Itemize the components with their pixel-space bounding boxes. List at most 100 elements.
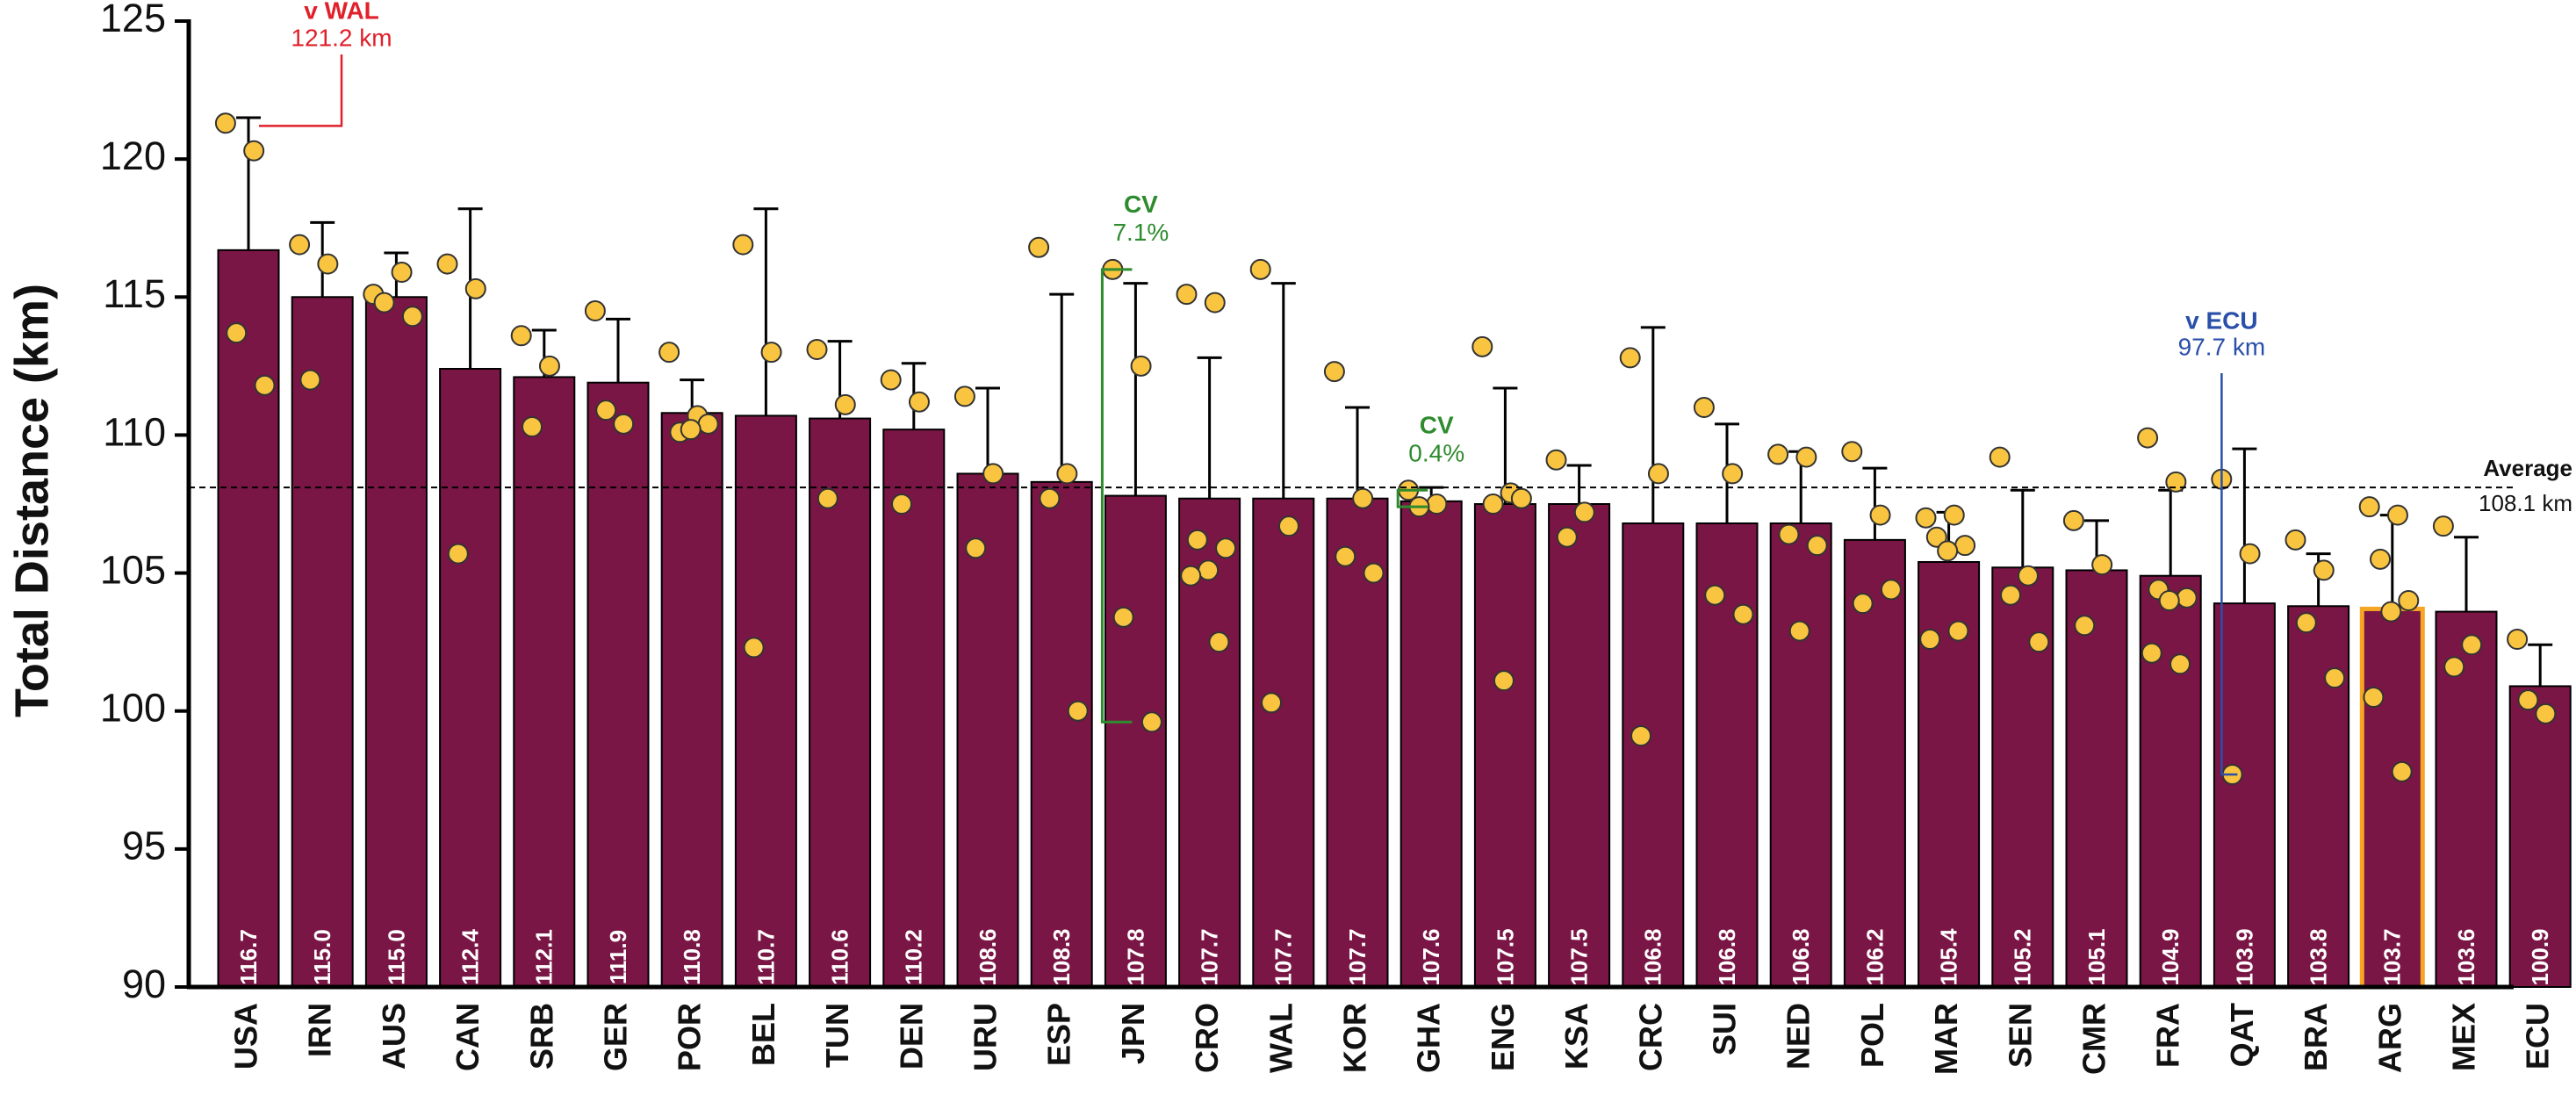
- data-point: [1208, 631, 1230, 653]
- data-point: [1947, 620, 1969, 642]
- data-point: [464, 277, 486, 299]
- data-point: [1722, 463, 1744, 485]
- data-point: [254, 374, 276, 396]
- value-label: 110.2: [901, 929, 927, 985]
- data-point: [226, 322, 248, 344]
- data-point: [2158, 590, 2180, 611]
- data-point: [1180, 565, 1202, 587]
- data-point: [214, 112, 236, 134]
- data-point: [1112, 606, 1134, 628]
- data-point: [1028, 236, 1050, 258]
- x-tick-label: ENG: [1485, 1003, 1521, 1071]
- y-tick-label: 100: [100, 686, 166, 731]
- data-point: [1630, 725, 1652, 746]
- y-tick-label: 115: [103, 271, 166, 316]
- y-tick-label: 125: [100, 0, 166, 40]
- data-point: [965, 537, 987, 559]
- x-tick-label: POL: [1854, 1003, 1890, 1068]
- x-tick-label: ESP: [1041, 1003, 1077, 1066]
- data-point: [2507, 629, 2529, 650]
- data-point: [2028, 631, 2050, 653]
- data-point: [1493, 670, 1515, 692]
- data-point: [1215, 537, 1237, 559]
- value-label: 103.9: [2231, 928, 2257, 985]
- annotation-line: [2220, 373, 2238, 776]
- data-point: [1510, 487, 1532, 509]
- value-label: 108.3: [1048, 928, 1075, 985]
- data-point: [1704, 584, 1726, 606]
- data-point: [1556, 526, 1578, 548]
- data-point: [613, 413, 635, 435]
- x-tick-label: MAR: [1928, 1003, 1964, 1075]
- data-point: [510, 325, 532, 347]
- data-point: [2176, 587, 2198, 609]
- data-point: [1943, 504, 1965, 526]
- bar: [1843, 538, 1906, 988]
- x-tick-label: POR: [672, 1003, 708, 1071]
- bar: [1548, 503, 1611, 988]
- bar: [1400, 500, 1463, 988]
- data-point: [1795, 446, 1817, 468]
- data-point: [2432, 515, 2454, 537]
- data-point: [401, 306, 423, 328]
- value-label: 106.8: [1640, 928, 1666, 985]
- data-point: [1788, 620, 1810, 642]
- x-tick-label: QAT: [2224, 1003, 2260, 1067]
- data-point: [1186, 529, 1208, 551]
- value-label: 103.6: [2453, 928, 2479, 985]
- data-point: [2141, 642, 2162, 664]
- x-tick-label: URU: [968, 1003, 1004, 1071]
- data-point: [1176, 284, 1198, 306]
- bar: [513, 376, 576, 988]
- data-point: [1039, 487, 1061, 509]
- value-label: 107.7: [1196, 928, 1222, 985]
- data-point: [880, 369, 902, 391]
- x-tick-label: KOR: [1337, 1003, 1373, 1073]
- data-point: [243, 140, 265, 162]
- data-point: [289, 234, 311, 256]
- value-label: 103.7: [2379, 928, 2406, 985]
- annotation-label: 121.2 km: [291, 24, 392, 51]
- bar: [1991, 566, 2054, 988]
- x-tick-label: USA: [228, 1003, 264, 1070]
- bar: [1104, 494, 1167, 988]
- data-point: [2380, 601, 2402, 623]
- data-point: [1989, 446, 2011, 468]
- x-tick-label: CRO: [1189, 1003, 1225, 1073]
- y-tick-label: 110: [103, 409, 166, 454]
- data-point: [373, 292, 395, 313]
- annotation-title: CV: [1124, 191, 1158, 218]
- value-label: 110.7: [752, 929, 779, 985]
- data-point: [1919, 629, 1941, 650]
- x-tick-label: CRC: [1632, 1003, 1668, 1071]
- x-tick-label: SRB: [523, 1003, 559, 1070]
- data-point: [1140, 711, 1162, 733]
- data-point: [2363, 687, 2385, 708]
- data-point: [2295, 612, 2317, 634]
- x-tick-label: KSA: [1558, 1003, 1594, 1070]
- data-point: [2239, 543, 2261, 565]
- data-point: [1482, 493, 1504, 515]
- bar: [1769, 522, 1832, 988]
- data-point: [1323, 361, 1345, 383]
- data-point: [1915, 507, 1937, 529]
- x-tick-label: GHA: [1411, 1003, 1447, 1073]
- value-label: 105.2: [2010, 928, 2036, 985]
- data-point: [834, 393, 856, 415]
- value-label: 106.2: [1861, 928, 1888, 985]
- data-point: [595, 400, 617, 421]
- value-label: 104.9: [2157, 928, 2184, 985]
- data-point: [2535, 702, 2557, 724]
- value-label: 107.7: [1270, 928, 1297, 985]
- data-point: [1277, 515, 1299, 537]
- data-point: [1647, 463, 1669, 485]
- data-point: [2000, 584, 2022, 606]
- bar: [1473, 503, 1536, 988]
- data-point: [2391, 760, 2413, 782]
- y-tick-label: 95: [122, 824, 166, 868]
- bar: [1918, 561, 1981, 988]
- data-point: [1619, 347, 1641, 369]
- data-point: [743, 637, 765, 659]
- data-point: [760, 342, 782, 364]
